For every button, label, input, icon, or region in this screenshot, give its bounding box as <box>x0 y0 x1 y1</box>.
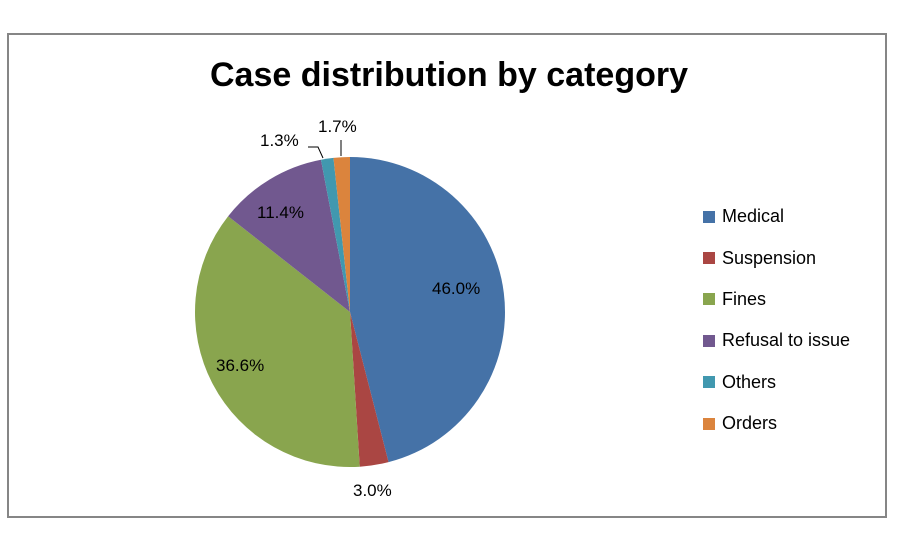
pie-slice-fines <box>194 216 360 468</box>
pie-slice-medical <box>350 157 505 463</box>
legend-label: Medical <box>722 206 785 227</box>
legend-swatch-refusal <box>703 334 715 347</box>
legend-label: Others <box>722 371 777 392</box>
legend-item-medical: Medical <box>703 196 850 237</box>
legend-label: Orders <box>722 413 778 434</box>
legend-swatch-medical <box>703 210 715 223</box>
pie-slice-refusal-to-issue <box>228 159 350 312</box>
data-label-others: 1.3% <box>260 131 299 150</box>
legend-swatch-suspension <box>703 252 715 265</box>
legend-item-orders: Orders <box>703 403 850 444</box>
data-label-fines: 36.6% <box>216 356 265 375</box>
legend-swatch-fines <box>703 293 715 306</box>
legend-label: Fines <box>722 288 767 309</box>
legend-label: Suspension <box>722 247 817 268</box>
data-label-refusal: 11.4% <box>257 203 304 222</box>
legend-swatch-others <box>703 376 715 389</box>
pie-slice-others <box>320 157 350 312</box>
data-label-medical: 46.0% <box>432 279 481 298</box>
legend-label: Refusal to issue <box>722 330 851 351</box>
data-label-suspension: 3.0% <box>353 481 392 500</box>
legend-item-fines: Fines <box>703 279 850 320</box>
pie-slice-orders <box>333 157 350 312</box>
chart-title: Case distribution by category <box>210 56 688 94</box>
legend: Medical Suspension Fines Refusal to issu… <box>703 196 850 444</box>
leader-line-others <box>308 146 324 159</box>
legend-item-refusal: Refusal to issue <box>703 320 850 361</box>
pie-slice-suspension <box>350 312 389 467</box>
legend-swatch-orders <box>703 417 715 430</box>
leader-lines <box>308 140 342 159</box>
legend-item-suspension: Suspension <box>703 237 850 278</box>
pie-slices <box>194 157 505 468</box>
data-label-orders: 1.7% <box>318 117 357 136</box>
legend-item-others: Others <box>703 362 850 403</box>
